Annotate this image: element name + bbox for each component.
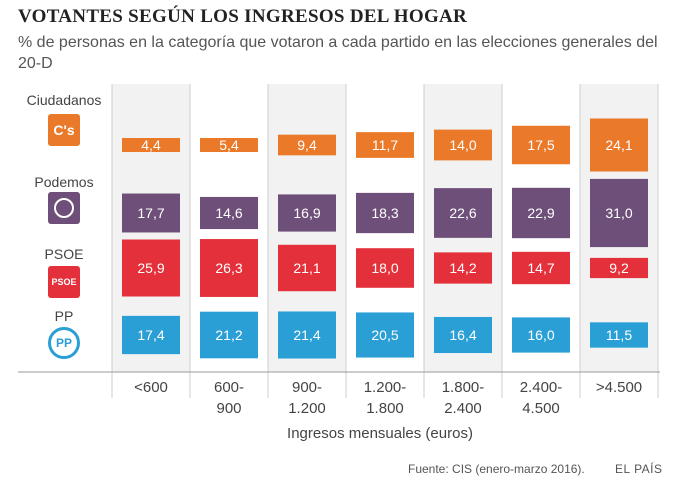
bar-podemos-4 <box>434 188 492 238</box>
bar-psoe-2 <box>278 244 336 292</box>
bar-pp-2 <box>278 311 336 359</box>
bar-value-label: 4,4 <box>141 137 161 153</box>
x-tick-label: <600 <box>134 379 168 396</box>
pp-logo: PP <box>48 327 80 359</box>
party-label-podemos: Podemos <box>34 174 94 190</box>
bar-pp-3 <box>356 312 414 358</box>
bar-value-label: 17,4 <box>137 327 164 343</box>
bar-value-label: 22,6 <box>449 205 476 221</box>
bar-pp-4 <box>434 316 492 354</box>
bar-ciudadanos-5 <box>512 125 570 165</box>
bar-ciudadanos-1 <box>200 138 258 152</box>
bar-value-label: 25,9 <box>137 260 164 276</box>
source-note: Fuente: CIS (enero-marzo 2016). <box>408 462 585 476</box>
x-tick-label: 900- 1.200 <box>288 379 326 417</box>
x-tick-label: 1.200- 1.800 <box>363 379 407 417</box>
bar-podemos-1 <box>200 196 258 230</box>
bar-value-label: 9,2 <box>609 260 629 276</box>
podemos-logo <box>48 192 80 224</box>
bar-value-label: 21,2 <box>215 327 242 343</box>
x-axis-label: Ingresos mensuales (euros) <box>287 425 473 442</box>
bar-pp-0 <box>122 315 180 355</box>
x-tick-label: >4.500 <box>595 379 643 396</box>
bar-value-label: 22,9 <box>527 205 554 221</box>
bar-value-label: 9,4 <box>297 137 317 153</box>
bar-value-label: 16,4 <box>449 327 476 343</box>
x-tick-label: 1.800- 2.400 <box>441 379 485 417</box>
bar-value-label: 18,0 <box>371 260 398 276</box>
bar-value-label: 14,7 <box>527 260 554 276</box>
bar-ciudadanos-6 <box>590 118 648 172</box>
podemos-circle-icon <box>54 198 74 218</box>
bar-psoe-4 <box>434 252 492 284</box>
bar-value-label: 17,7 <box>137 205 164 221</box>
bar-value-label: 16,0 <box>527 327 554 343</box>
bar-value-label: 5,4 <box>219 137 239 153</box>
bar-podemos-5 <box>512 187 570 239</box>
bar-value-label: 24,1 <box>605 137 632 153</box>
bar-value-label: 21,4 <box>293 327 320 343</box>
bar-pp-6 <box>590 322 648 348</box>
bar-pp-5 <box>512 317 570 353</box>
bar-psoe-3 <box>356 248 414 288</box>
bar-ciudadanos-0 <box>122 138 180 152</box>
bar-podemos-3 <box>356 192 414 234</box>
x-tick-label: 2.400- 4.500 <box>519 379 563 417</box>
bar-value-label: 17,5 <box>527 137 554 153</box>
bar-value-label: 14,2 <box>449 260 476 276</box>
chart-title: VOTANTES SEGÚN LOS INGRESOS DEL HOGAR <box>18 6 468 27</box>
bar-podemos-2 <box>278 194 336 232</box>
bar-psoe-1 <box>200 239 258 297</box>
x-tick-label: 600- 900 <box>213 379 245 417</box>
bar-ciudadanos-4 <box>434 129 492 161</box>
bar-value-label: 21,1 <box>293 260 320 276</box>
publisher-brand: EL PAÍS <box>615 462 663 476</box>
bar-value-label: 14,0 <box>449 137 476 153</box>
bar-value-label: 20,5 <box>371 327 398 343</box>
bar-psoe-5 <box>512 251 570 285</box>
bar-ciudadanos-3 <box>356 132 414 158</box>
party-label-ciudadanos: Ciudadanos <box>26 92 102 108</box>
bar-value-label: 31,0 <box>605 205 632 221</box>
bar-pp-1 <box>200 311 258 359</box>
party-label-psoe: PSOE <box>44 246 84 262</box>
ciudadanos-logo: C's <box>48 114 80 146</box>
chart-subtitle: % de personas en la categoría que votaro… <box>18 34 658 72</box>
bar-ciudadanos-2 <box>278 134 336 156</box>
bar-value-label: 16,9 <box>293 205 320 221</box>
bar-podemos-6 <box>590 178 648 248</box>
bar-value-label: 11,5 <box>606 327 632 343</box>
bar-value-label: 26,3 <box>215 260 242 276</box>
bar-value-label: 11,7 <box>372 137 398 153</box>
psoe-logo: PSOE <box>48 266 80 298</box>
bar-psoe-0 <box>122 239 180 297</box>
bar-value-label: 14,6 <box>215 205 242 221</box>
party-label-pp: PP <box>54 308 74 324</box>
bar-psoe-6 <box>590 257 648 279</box>
bar-value-label: 18,3 <box>371 205 398 221</box>
bar-podemos-0 <box>122 193 180 233</box>
